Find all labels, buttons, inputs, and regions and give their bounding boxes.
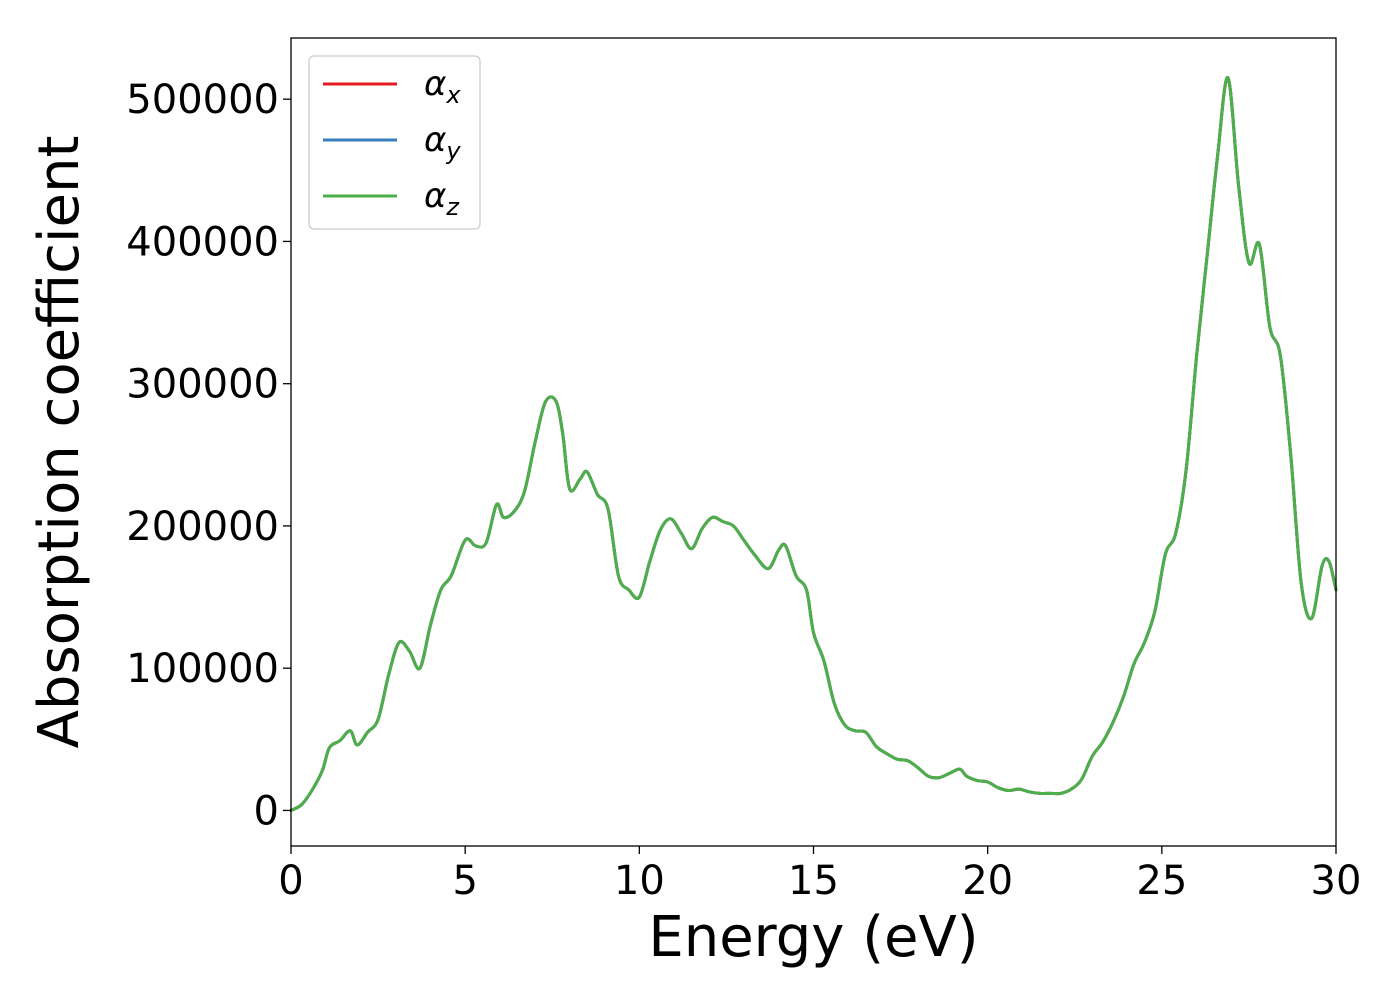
y-tick-label: 0 xyxy=(254,788,279,834)
x-axis-ticks: 0 5 10 15 20 25 30 xyxy=(278,846,1361,904)
x-tick-label: 20 xyxy=(962,858,1013,904)
legend: αx αy αz xyxy=(308,55,481,230)
legend-label: αy xyxy=(424,120,461,165)
x-tick-label: 5 xyxy=(452,858,477,904)
series-layer xyxy=(289,76,1338,812)
y-axis-ticks: 0 100000 200000 300000 400000 500000 xyxy=(126,77,291,834)
legend-item-x: αx xyxy=(323,64,461,109)
series-line-z xyxy=(289,76,1338,812)
y-tick-label: 300000 xyxy=(126,362,279,408)
y-tick-label: 100000 xyxy=(126,646,279,692)
y-tick-label: 500000 xyxy=(126,77,279,123)
legend-item-z: αz xyxy=(323,176,460,221)
x-tick-label: 0 xyxy=(278,858,303,904)
legend-box xyxy=(308,55,481,230)
y-axis-title: Absorption coefficient xyxy=(27,136,92,749)
y-tick-label: 200000 xyxy=(126,504,279,550)
x-tick-label: 30 xyxy=(1311,858,1362,904)
x-axis-title: Energy (eV) xyxy=(648,905,978,970)
legend-item-y: αy xyxy=(323,120,461,165)
legend-label: αz xyxy=(424,176,460,221)
x-tick-label: 10 xyxy=(614,858,665,904)
x-tick-label: 15 xyxy=(788,858,839,904)
x-tick-label: 25 xyxy=(1136,858,1187,904)
legend-label: αx xyxy=(424,64,461,109)
y-tick-label: 400000 xyxy=(126,219,279,265)
